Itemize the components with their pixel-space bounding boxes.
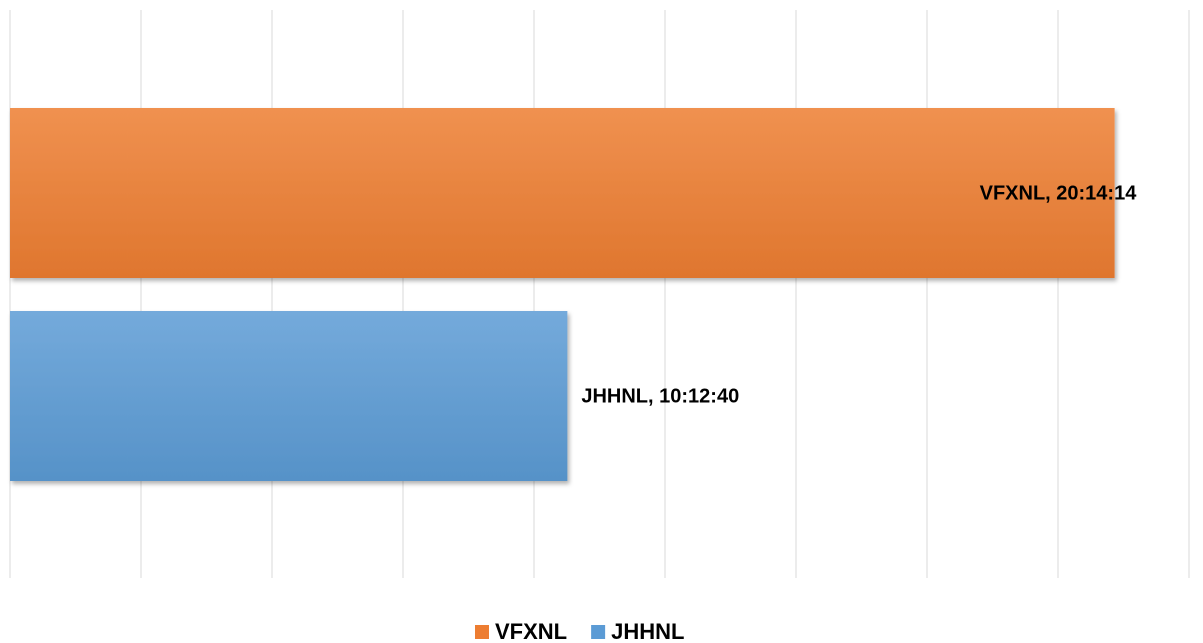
legend-swatch [475, 625, 489, 639]
legend-label: JHHNL [611, 619, 684, 643]
data-label: JHHNL, 10:12:40 [581, 385, 739, 407]
data-label: VFXNL, 20:14:14 [980, 182, 1138, 204]
bar [10, 108, 1115, 278]
legend-label: VFXNL [495, 619, 567, 643]
legend-swatch [591, 625, 606, 639]
bar [10, 311, 568, 481]
